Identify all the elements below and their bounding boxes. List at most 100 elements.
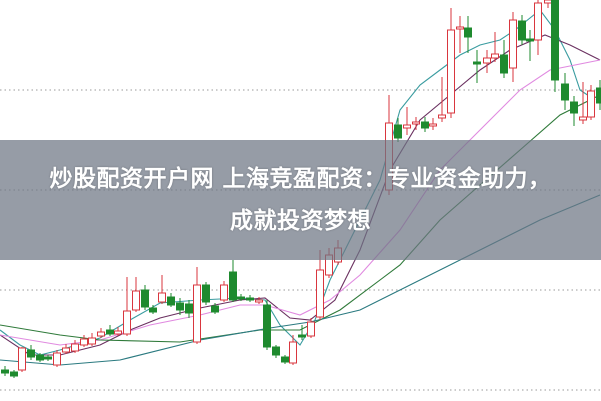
candle-body (263, 304, 271, 348)
up-candle (509, 12, 517, 82)
candle-body (114, 330, 122, 335)
candle-body (316, 269, 324, 318)
candle-body (596, 87, 601, 104)
candle-body (500, 54, 508, 74)
up-candle (491, 32, 499, 62)
candle-body (421, 121, 429, 129)
up-candle (587, 85, 595, 120)
candle-body (167, 296, 175, 306)
candle-body (185, 303, 193, 314)
up-candle (88, 333, 96, 346)
down-candle (36, 353, 44, 362)
down-candle (10, 370, 18, 378)
down-candle (237, 294, 245, 301)
up-candle (534, 0, 542, 55)
up-candle (412, 117, 420, 130)
candle-body (509, 19, 517, 69)
candle-body (403, 124, 411, 129)
up-candle (307, 318, 315, 338)
candle-body (220, 284, 228, 301)
candle-body (10, 371, 18, 377)
candle-body (141, 289, 149, 308)
up-candle (255, 297, 263, 304)
up-candle (447, 8, 455, 118)
down-candle (141, 285, 149, 310)
candle-body (132, 290, 140, 311)
down-candle (570, 96, 578, 126)
title-line-1: 炒股配资开户网 上海竞盈配资：专业资金助力， (49, 166, 552, 192)
up-candle (158, 275, 166, 304)
down-candle (106, 325, 114, 336)
candle-body (53, 352, 61, 366)
candle-body (106, 329, 114, 335)
candle-body (18, 347, 26, 371)
candle-body (202, 284, 210, 303)
up-candle (289, 335, 297, 365)
candle-body (1, 369, 9, 374)
candle-body (62, 347, 70, 353)
down-candle (500, 40, 508, 78)
candle-body (544, 0, 552, 4)
candle-body (483, 57, 491, 64)
down-candle (298, 325, 306, 340)
down-candle (473, 50, 481, 83)
down-candle (27, 345, 35, 360)
up-candle (62, 344, 70, 354)
candle-body (272, 346, 280, 356)
down-candle (211, 303, 219, 314)
up-candle (316, 250, 324, 320)
candle-body (473, 61, 481, 65)
title-line-2: 成就投资梦想 (230, 208, 371, 234)
candles (1, 0, 601, 378)
candle-body (97, 331, 105, 337)
candle-body (158, 292, 166, 303)
candle-body (438, 114, 446, 119)
candle-body (491, 53, 499, 59)
up-candle (132, 277, 140, 312)
down-candle (246, 295, 254, 302)
down-candle (518, 15, 526, 45)
candle-body (193, 284, 201, 343)
up-candle (483, 50, 491, 73)
down-candle (44, 355, 52, 361)
candle-body (518, 20, 526, 41)
up-candle (429, 118, 437, 130)
up-candle (456, 16, 464, 53)
candle-body (526, 38, 534, 42)
candle-body (551, 0, 559, 81)
down-candle (421, 117, 429, 132)
candle-body (123, 310, 131, 335)
candle-body (176, 302, 184, 311)
candle-body (80, 338, 88, 346)
up-candle (97, 328, 105, 338)
down-candle (281, 355, 289, 364)
candle-body (307, 321, 315, 337)
candle-body (298, 334, 306, 338)
up-candle (53, 350, 61, 367)
down-candle (394, 118, 402, 142)
candle-body (570, 101, 578, 114)
candle-body (71, 343, 79, 352)
candle-body (149, 307, 157, 313)
down-candle (176, 298, 184, 315)
candle-body (447, 29, 455, 114)
candle-body (27, 349, 35, 358)
candle-body (587, 90, 595, 118)
candle-body (211, 305, 219, 313)
candle-body (579, 116, 587, 121)
up-candle (220, 281, 228, 302)
candle-body (429, 123, 437, 127)
candle-body (246, 297, 254, 301)
candle-body (289, 341, 297, 364)
down-candle (149, 305, 157, 314)
candle-body (255, 299, 263, 303)
down-candle (272, 345, 280, 358)
up-candle (71, 340, 79, 353)
candle-body (394, 124, 402, 139)
candle-body (456, 26, 464, 30)
down-candle (263, 300, 271, 350)
candle-body (229, 271, 237, 301)
down-candle (596, 80, 601, 110)
down-candle (561, 73, 569, 110)
